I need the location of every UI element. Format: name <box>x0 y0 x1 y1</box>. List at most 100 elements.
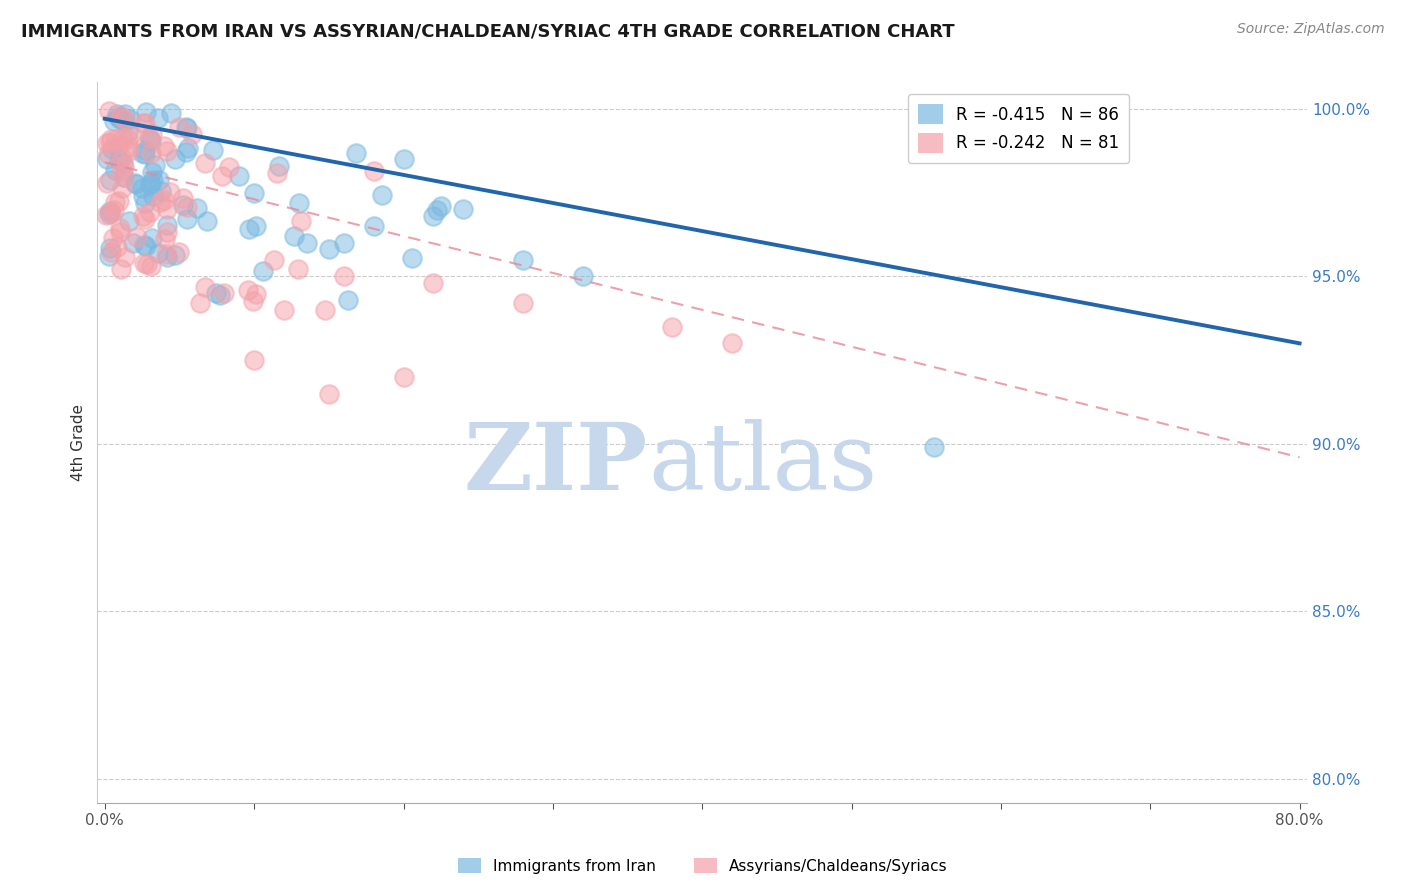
Point <box>107 110 129 124</box>
Point <box>165 152 187 166</box>
Point <box>156 202 179 216</box>
Point <box>122 235 145 250</box>
Point <box>337 293 360 307</box>
Point <box>245 286 267 301</box>
Point <box>194 280 217 294</box>
Point <box>371 188 394 202</box>
Point <box>238 222 260 236</box>
Point <box>174 145 197 160</box>
Point <box>96 136 118 151</box>
Point <box>290 213 312 227</box>
Point <box>104 194 127 209</box>
Point <box>111 181 134 195</box>
Point <box>228 169 250 183</box>
Point <box>118 112 141 127</box>
Point <box>176 211 198 226</box>
Point <box>138 131 160 145</box>
Point <box>142 173 165 187</box>
Point <box>165 248 187 262</box>
Point <box>245 219 267 233</box>
Point <box>155 247 177 261</box>
Point <box>153 231 176 245</box>
Point <box>117 131 139 145</box>
Point <box>273 302 295 317</box>
Point <box>98 173 121 187</box>
Point <box>143 158 166 172</box>
Point <box>105 131 128 145</box>
Point <box>214 286 236 301</box>
Point <box>288 195 311 210</box>
Point <box>97 147 120 161</box>
Point <box>141 128 163 142</box>
Point <box>131 181 153 195</box>
Point <box>180 127 202 141</box>
Point <box>134 143 156 157</box>
Point <box>194 156 217 170</box>
Point <box>209 287 232 301</box>
Point <box>333 235 356 250</box>
Point <box>100 205 122 219</box>
Point <box>392 152 415 166</box>
Point <box>401 251 423 265</box>
Point <box>176 121 198 136</box>
Y-axis label: 4th Grade: 4th Grade <box>72 404 86 481</box>
Point <box>114 251 136 265</box>
Point <box>146 112 169 126</box>
Point <box>114 107 136 121</box>
Point <box>422 209 444 223</box>
Point <box>132 256 155 270</box>
Point <box>211 169 233 184</box>
Point <box>112 170 135 185</box>
Point <box>167 120 190 135</box>
Point <box>107 153 129 167</box>
Point <box>101 142 124 156</box>
Point <box>252 264 274 278</box>
Point <box>512 296 534 310</box>
Point <box>263 252 285 267</box>
Point <box>96 209 118 223</box>
Point <box>426 202 449 217</box>
Point <box>124 176 146 190</box>
Point <box>134 211 156 226</box>
Point <box>132 116 155 130</box>
Point <box>112 156 135 170</box>
Point <box>188 295 211 310</box>
Point <box>186 201 208 215</box>
Point <box>104 162 127 177</box>
Point <box>139 205 162 219</box>
Point <box>135 239 157 253</box>
Point <box>160 106 183 120</box>
Point <box>134 147 156 161</box>
Point <box>721 336 744 351</box>
Point <box>333 269 356 284</box>
Point <box>422 276 444 290</box>
Point <box>118 144 141 158</box>
Point <box>141 176 163 190</box>
Point <box>571 269 593 284</box>
Point <box>132 209 155 223</box>
Point <box>139 178 162 192</box>
Point <box>100 131 122 145</box>
Point <box>110 262 132 277</box>
Point <box>218 161 240 175</box>
Point <box>96 152 118 166</box>
Point <box>141 260 163 274</box>
Point <box>195 213 218 227</box>
Point <box>117 125 139 139</box>
Point <box>205 285 228 300</box>
Point <box>98 249 121 263</box>
Point <box>112 170 135 185</box>
Point <box>146 246 169 260</box>
Text: atlas: atlas <box>648 419 877 508</box>
Point <box>287 262 309 277</box>
Point <box>112 160 135 174</box>
Point <box>363 219 385 233</box>
Point <box>103 202 125 217</box>
Point <box>134 116 156 130</box>
Point <box>295 235 318 250</box>
Point <box>112 112 135 126</box>
Point <box>238 283 260 297</box>
Point <box>100 241 122 255</box>
Point <box>153 193 176 207</box>
Point <box>172 191 194 205</box>
